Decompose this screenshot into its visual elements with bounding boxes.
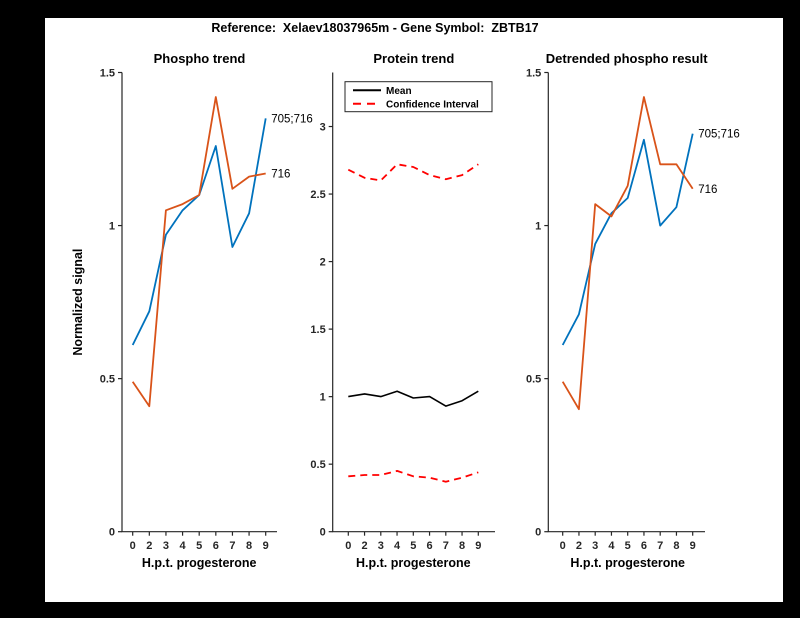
series-line-confidence-interval-lower bbox=[348, 469, 479, 483]
xlabel-protein-trend: H.p.t. progesterone bbox=[356, 556, 471, 570]
series-line-716 bbox=[561, 96, 694, 411]
legend-label: Mean bbox=[386, 86, 412, 97]
series-line-705-716 bbox=[131, 118, 267, 346]
x-tick-label: 4 bbox=[608, 540, 615, 552]
y-tick-label: 1 bbox=[109, 221, 115, 233]
title-protein-trend: Protein trend bbox=[373, 51, 454, 66]
series-line-mean bbox=[348, 390, 479, 407]
x-tick-label: 8 bbox=[673, 540, 679, 552]
x-tick-label: 7 bbox=[229, 540, 235, 552]
y-tick-label: 2.5 bbox=[310, 189, 325, 201]
axis-protein-trend bbox=[332, 72, 495, 533]
x-tick-label: 0 bbox=[130, 540, 136, 552]
figure-canvas bbox=[45, 18, 783, 602]
x-tick-label: 8 bbox=[246, 540, 252, 552]
x-tick-label: 3 bbox=[163, 540, 169, 552]
x-tick-label: 3 bbox=[378, 540, 384, 552]
x-tick-label: 9 bbox=[263, 540, 269, 552]
y-tick-label: 0.5 bbox=[310, 459, 325, 471]
y-tick-label: 3 bbox=[320, 122, 326, 134]
y-tick-label: 1 bbox=[535, 221, 541, 233]
y-tick-label: 2 bbox=[320, 257, 326, 269]
y-tick-label: 1.5 bbox=[310, 324, 325, 336]
y-tick-label: 0 bbox=[320, 527, 326, 539]
y-tick-label: 1.5 bbox=[526, 68, 541, 80]
x-tick-label: 6 bbox=[426, 540, 432, 552]
series-end-label: 705;716 bbox=[698, 129, 740, 141]
x-tick-label: 5 bbox=[196, 540, 202, 552]
y-tick-label: 0 bbox=[109, 527, 115, 539]
series-line-confidence-interval-upper bbox=[347, 163, 479, 182]
title-phospho-trend: Phospho trend bbox=[154, 51, 246, 66]
x-tick-label: 3 bbox=[592, 540, 598, 552]
x-tick-label: 6 bbox=[213, 540, 219, 552]
x-tick-label: 8 bbox=[459, 540, 465, 552]
x-tick-label: 0 bbox=[345, 540, 351, 552]
xlabel-detrended-phospho-result: H.p.t. progesterone bbox=[570, 556, 685, 570]
axis-detrended-phospho-result bbox=[547, 72, 705, 533]
series-end-label: 716 bbox=[271, 169, 290, 181]
series-end-label: 705;716 bbox=[271, 113, 313, 125]
x-tick-label: 9 bbox=[690, 540, 696, 552]
figure-title: Reference: Xelaev18037965m - Gene Symbol… bbox=[211, 21, 539, 35]
x-tick-label: 4 bbox=[394, 540, 401, 552]
x-tick-label: 2 bbox=[576, 540, 582, 552]
x-tick-label: 6 bbox=[641, 540, 647, 552]
y-tick-label: 0.5 bbox=[526, 374, 541, 386]
axis-phospho-trend bbox=[121, 72, 277, 533]
series-line-705-716 bbox=[561, 133, 694, 346]
x-tick-label: 7 bbox=[657, 540, 663, 552]
x-tick-label: 2 bbox=[146, 540, 152, 552]
x-tick-label: 5 bbox=[410, 540, 416, 552]
y-tick-label: 0 bbox=[535, 527, 541, 539]
x-tick-label: 9 bbox=[475, 540, 481, 552]
x-tick-label: 5 bbox=[625, 540, 631, 552]
x-tick-label: 2 bbox=[361, 540, 367, 552]
legend-box bbox=[344, 81, 493, 113]
y-tick-label: 0.5 bbox=[100, 374, 115, 386]
legend-label: Confidence Interval bbox=[386, 99, 479, 110]
xlabel-phospho-trend: H.p.t. progesterone bbox=[142, 556, 257, 570]
x-tick-label: 0 bbox=[560, 540, 566, 552]
series-line-716 bbox=[131, 96, 266, 408]
x-tick-label: 4 bbox=[180, 540, 187, 552]
series-end-label: 716 bbox=[698, 184, 717, 196]
y-tick-label: 1.5 bbox=[100, 68, 115, 80]
y-tick-label: 1 bbox=[320, 392, 326, 404]
ylabel: Normalized signal bbox=[71, 249, 85, 356]
title-detrended-phospho-result: Detrended phospho result bbox=[546, 51, 708, 66]
x-tick-label: 7 bbox=[443, 540, 449, 552]
